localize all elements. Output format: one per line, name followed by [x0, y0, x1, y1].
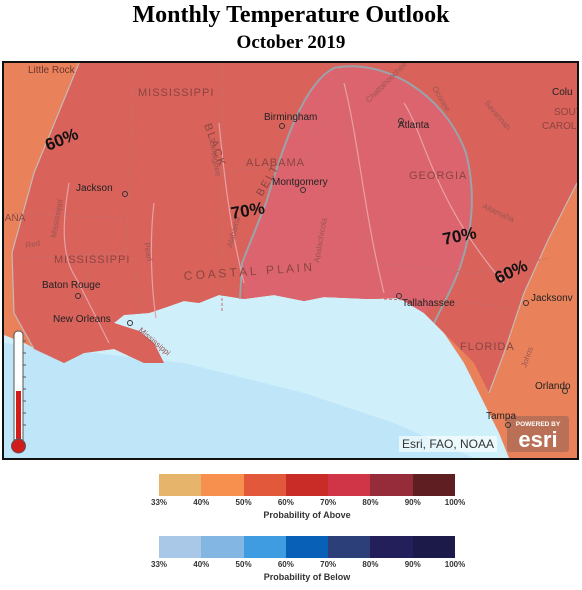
river-pearl: Pearl — [142, 242, 154, 262]
page-title: Monthly Temperature Outlook — [132, 2, 450, 28]
legend-below-tick: 80% — [362, 560, 379, 569]
legend-below-tick: 50% — [235, 560, 252, 569]
legend-above-swatch — [201, 474, 244, 496]
legend-above-swatch — [370, 474, 413, 496]
esri-logo[interactable]: POWERED BY esri — [507, 416, 569, 452]
place-birmingham: Birmingham — [264, 112, 317, 123]
legend-below-ticks: 33% 40% 50% 60% 70% 80% 90% 100% — [151, 558, 465, 572]
legend-below: 33% 40% 50% 60% 70% 80% 90% 100% Probability of… — [151, 536, 465, 582]
thermometer-icon — [11, 330, 26, 454]
legend-below-swatch — [370, 536, 413, 558]
legend-below-tick: 60% — [277, 560, 294, 569]
place-columbia: Colu — [552, 87, 573, 98]
legend-above-swatch — [285, 474, 329, 496]
legend-above-swatch — [328, 474, 371, 496]
legend-above-tick: 60% — [277, 498, 294, 507]
place-jackson: Jackson — [76, 183, 113, 194]
map-frame[interactable]: Little Rock MISSISSIPPI BLACK Birmingham… — [2, 61, 579, 460]
place-jacksonville: Jacksonv — [531, 293, 573, 304]
legend-above-ticks: 33% 40% 50% 60% 70% 80% 90% 100% — [151, 496, 465, 510]
map-canvas[interactable]: Little Rock MISSISSIPPI BLACK Birmingham… — [4, 63, 577, 458]
legend-below-swatch — [412, 536, 455, 558]
state-south: SOUT — [554, 107, 577, 118]
place-montgomery: Montgomery — [272, 177, 328, 188]
esri-powered-by: POWERED BY — [516, 421, 561, 428]
place-orlando: Orlando — [535, 381, 571, 392]
state-mississippi-south: MISSISSIPPI — [54, 254, 130, 266]
legend-above-swatches — [159, 474, 455, 496]
place-baton-rouge: Baton Rouge — [42, 280, 101, 291]
legend-below-tick: 33% — [150, 560, 168, 569]
legend-above-tick: 100% — [444, 498, 466, 507]
state-boundaries — [13, 63, 550, 314]
legend-above-tick: 40% — [193, 498, 210, 507]
city-markers — [75, 118, 568, 428]
contour-line-70 — [239, 65, 473, 324]
legend-above-title: Probability of Above — [263, 510, 351, 520]
legend-above-tick: 90% — [404, 498, 421, 507]
legend-below-swatch — [201, 536, 244, 558]
place-tallahassee: Tallahassee — [402, 298, 455, 309]
map-attribution[interactable]: Esri, FAO, NOAA — [398, 436, 497, 452]
gulf-shading — [4, 343, 474, 458]
river-red: Red — [25, 239, 41, 250]
legend-below-tick: 100% — [444, 560, 466, 569]
place-little-rock: Little Rock — [28, 65, 76, 76]
legend-above-tick: 80% — [362, 498, 379, 507]
legend-above: 33% 40% 50% 60% 70% 80% 90% 100% Probability of… — [151, 474, 465, 520]
legend-below-swatch — [328, 536, 371, 558]
legend-above-swatch — [412, 474, 455, 496]
place-new-orleans: New Orleans — [53, 314, 111, 325]
page-subtitle: October 2019 — [236, 32, 346, 53]
legend-below-swatch — [159, 536, 202, 558]
esri-word: esri — [518, 427, 557, 452]
legend-above-swatch — [243, 474, 286, 496]
legend-below-tick: 90% — [404, 560, 421, 569]
contour-line-60 — [11, 63, 577, 394]
legend-above-swatch — [159, 474, 202, 496]
state-mississippi-north: MISSISSIPPI — [138, 87, 214, 99]
legend-below-swatch — [243, 536, 286, 558]
rivers — [63, 82, 505, 344]
state-carolina: CAROL — [542, 121, 577, 132]
legend-below-tick: 70% — [320, 560, 337, 569]
legend-below-swatch — [285, 536, 329, 558]
legend-below-tick: 40% — [193, 560, 210, 569]
legend-below-swatches — [159, 536, 455, 558]
state-florida: FLORIDA — [460, 341, 515, 353]
legend-below-title: Probability of Below — [263, 572, 351, 582]
legend-above-tick: 33% — [150, 498, 168, 507]
legend-above-tick: 70% — [320, 498, 337, 507]
probability-70-region — [242, 66, 472, 313]
state-alabama: ALABAMA — [246, 157, 305, 169]
place-tampa: Tampa — [486, 411, 516, 422]
place-atlanta: Atlanta — [398, 120, 430, 131]
legend-above-tick: 50% — [235, 498, 252, 507]
state-georgia: GEORGIA — [409, 170, 467, 182]
state-louisiana: IANA — [4, 213, 26, 224]
